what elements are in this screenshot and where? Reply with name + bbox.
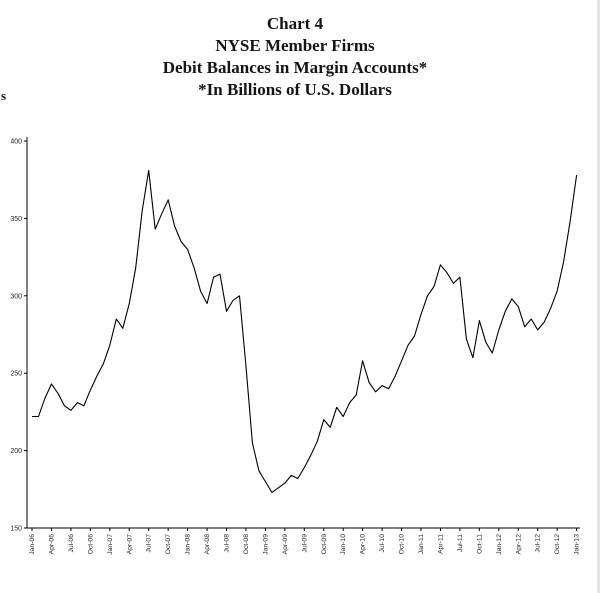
y-tick-label: 250 bbox=[10, 371, 22, 378]
debit-balances-line bbox=[32, 169, 578, 493]
x-tick-label: Jul-10 bbox=[379, 534, 386, 553]
x-tick-label: Apr-10 bbox=[360, 534, 367, 555]
y-axis-title-fragment: s bbox=[1, 88, 7, 103]
x-tick-label: Jul-09 bbox=[301, 534, 308, 553]
x-tick-label: Jan-06 bbox=[29, 534, 36, 555]
x-tick-label: Jan-11 bbox=[418, 534, 425, 554]
y-tick-label: 400 bbox=[10, 139, 22, 146]
x-tick-label: Jan-13 bbox=[574, 534, 581, 555]
x-tick-label: Oct-10 bbox=[399, 534, 406, 555]
x-tick-label: Jan-09 bbox=[262, 534, 269, 555]
x-tick-label: Oct-08 bbox=[243, 534, 250, 555]
y-tick-label: 350 bbox=[10, 216, 22, 223]
x-tick-label: Apr-12 bbox=[515, 534, 522, 555]
y-tick-label: 150 bbox=[10, 526, 22, 533]
page-right-edge bbox=[597, 0, 600, 593]
y-tick-label: 200 bbox=[10, 448, 22, 455]
x-tick-label: Jan-08 bbox=[185, 534, 192, 555]
x-tick-label: Jan-12 bbox=[496, 534, 503, 555]
x-tick-label: Jul-11 bbox=[457, 534, 464, 552]
x-tick-label: Apr-08 bbox=[204, 534, 211, 555]
x-tick-label: Jan-07 bbox=[107, 534, 114, 555]
x-tick-label: Apr-09 bbox=[282, 534, 289, 555]
x-tick-label: Jul-06 bbox=[68, 534, 75, 553]
x-tick-label: Oct-07 bbox=[165, 534, 172, 555]
x-tick-label: Jul-07 bbox=[146, 534, 153, 553]
x-tick-label: Oct-12 bbox=[554, 534, 561, 555]
x-tick-label: Oct-06 bbox=[87, 534, 94, 555]
chart-title-line3: Debit Balances in Margin Accounts* bbox=[162, 58, 428, 77]
x-tick-label: Apr-11 bbox=[437, 534, 444, 554]
chart-title-line2: NYSE Member Firms bbox=[215, 36, 375, 55]
y-tick-label: 300 bbox=[10, 293, 22, 300]
x-tick-label: Jan-10 bbox=[340, 534, 347, 555]
chart-title-block: Chart 4 NYSE Member Firms Debit Balances… bbox=[0, 13, 590, 101]
x-tick-label: Jul-12 bbox=[535, 534, 542, 553]
x-tick-label: Jul-08 bbox=[224, 534, 231, 553]
x-tick-label: Apr-07 bbox=[126, 534, 133, 555]
x-tick-label: Oct-09 bbox=[321, 534, 328, 555]
chart-title-line1: Chart 4 bbox=[266, 14, 324, 33]
x-tick-label: Oct-11 bbox=[476, 534, 483, 554]
chart-title-line4: *In Billions of U.S. Dollars bbox=[198, 80, 392, 99]
x-tick-label: Apr-06 bbox=[48, 534, 55, 555]
